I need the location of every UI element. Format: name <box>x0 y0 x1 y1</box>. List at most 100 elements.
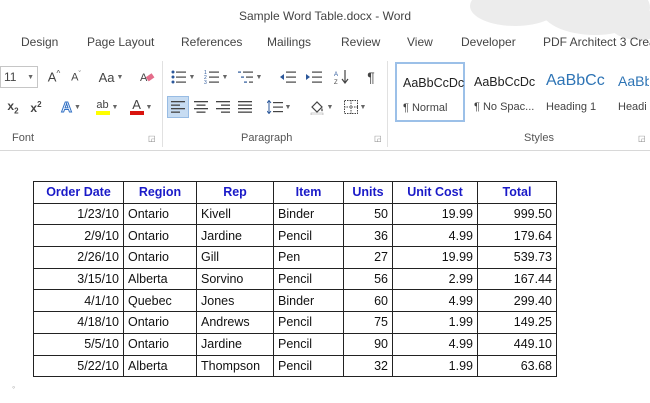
tab-design[interactable]: Design <box>21 35 59 49</box>
cell-rep[interactable]: Jardine <box>196 332 274 356</box>
superscript-button[interactable]: x2 <box>27 96 45 118</box>
cell-units[interactable]: 27 <box>343 246 393 269</box>
cell-item[interactable]: Pencil <box>273 311 344 334</box>
shading-button[interactable]: ▼ <box>306 96 336 118</box>
style-normal[interactable]: AaBbCcDc ¶ Normal <box>395 62 465 122</box>
cell-region[interactable]: Quebec <box>123 289 197 313</box>
decrease-indent-button[interactable] <box>277 66 299 88</box>
tab-developer[interactable]: Developer <box>461 35 516 49</box>
cell-order-date[interactable]: 5/5/10 <box>33 332 124 356</box>
cell-region[interactable]: Ontario <box>123 202 197 226</box>
cell-total[interactable]: 539.73 <box>477 246 557 269</box>
cell-unit-cost[interactable]: 1.99 <box>392 311 478 334</box>
cell-order-date[interactable]: 2/9/10 <box>33 224 124 248</box>
shrink-font-button[interactable]: Aˇ <box>66 66 86 88</box>
cell-units[interactable]: 60 <box>343 289 393 313</box>
cell-total[interactable]: 999.50 <box>477 202 557 226</box>
cell-total[interactable]: 149.25 <box>477 311 557 334</box>
cell-order-date[interactable]: 5/22/10 <box>33 354 124 378</box>
cell-item[interactable]: Pencil <box>273 224 344 248</box>
column-header[interactable]: Unit Cost <box>392 181 478 204</box>
show-formatting-marks-button[interactable]: ¶ <box>361 66 381 88</box>
cell-region[interactable]: Alberta <box>123 267 197 291</box>
center-button[interactable] <box>190 96 212 118</box>
cell-region[interactable]: Ontario <box>123 246 197 269</box>
cell-item[interactable]: Binder <box>273 202 344 226</box>
font-size-box[interactable]: 11 ▼ <box>0 66 38 88</box>
borders-button[interactable]: ▼ <box>340 96 370 118</box>
justify-button[interactable] <box>234 96 256 118</box>
cell-units[interactable]: 90 <box>343 332 393 356</box>
cell-item[interactable]: Pencil <box>273 267 344 291</box>
tab-view[interactable]: View <box>407 35 433 49</box>
align-left-button[interactable] <box>167 96 189 118</box>
cell-units[interactable]: 32 <box>343 354 393 378</box>
font-dialog-launcher-icon[interactable]: ◲ <box>148 134 156 143</box>
tab-page-layout[interactable]: Page Layout <box>87 35 155 49</box>
cell-total[interactable]: 167.44 <box>477 267 557 291</box>
cell-unit-cost[interactable]: 4.99 <box>392 332 478 356</box>
cell-order-date[interactable]: 3/15/10 <box>33 267 124 291</box>
numbering-button[interactable]: 1 2 3 ▼ <box>201 66 231 88</box>
cell-item[interactable]: Pen <box>273 246 344 269</box>
cell-rep[interactable]: Kivell <box>196 202 274 226</box>
cell-rep[interactable]: Jardine <box>196 224 274 248</box>
highlight-color-button[interactable]: ab ▼ <box>92 96 122 118</box>
styles-dialog-launcher-icon[interactable]: ◲ <box>638 134 646 143</box>
cell-order-date[interactable]: 2/26/10 <box>33 246 124 269</box>
cell-total[interactable]: 299.40 <box>477 289 557 313</box>
cell-rep[interactable]: Andrews <box>196 311 274 334</box>
cell-units[interactable]: 50 <box>343 202 393 226</box>
column-header[interactable]: Order Date <box>33 181 124 204</box>
paragraph-dialog-launcher-icon[interactable]: ◲ <box>374 134 382 143</box>
style-no-spacing[interactable]: AaBbCcDc ¶ No Spac... <box>467 62 537 122</box>
subscript-button[interactable]: x2 <box>4 96 22 118</box>
multilevel-list-button[interactable]: ▼ <box>235 66 265 88</box>
tab-mailings[interactable]: Mailings <box>267 35 312 49</box>
text-effects-button[interactable]: A ▼ <box>56 96 86 118</box>
cell-item[interactable]: Pencil <box>273 332 344 356</box>
cell-total[interactable]: 63.68 <box>477 354 557 378</box>
cell-region[interactable]: Alberta <box>123 354 197 378</box>
change-case-button[interactable]: Aa ▼ <box>94 66 128 88</box>
cell-unit-cost[interactable]: 4.99 <box>392 224 478 248</box>
cell-item[interactable]: Binder <box>273 289 344 313</box>
data-table[interactable]: Order Date Region Rep Item Units Unit Co… <box>33 181 557 378</box>
bullets-button[interactable]: ▼ <box>168 66 198 88</box>
column-header[interactable]: Region <box>123 181 197 204</box>
tab-review[interactable]: Review <box>341 35 381 49</box>
column-header[interactable]: Units <box>343 181 393 204</box>
cell-region[interactable]: Ontario <box>123 311 197 334</box>
cell-units[interactable]: 56 <box>343 267 393 291</box>
increase-indent-button[interactable] <box>303 66 325 88</box>
cell-rep[interactable]: Jones <box>196 289 274 313</box>
cell-unit-cost[interactable]: 1.99 <box>392 354 478 378</box>
cell-unit-cost[interactable]: 19.99 <box>392 246 478 269</box>
cell-total[interactable]: 179.64 <box>477 224 557 248</box>
cell-rep[interactable]: Thompson <box>196 354 274 378</box>
document-area[interactable]: ◦ Order Date Region Rep Item Units Unit … <box>0 152 650 403</box>
cell-region[interactable]: Ontario <box>123 224 197 248</box>
column-header[interactable]: Rep <box>196 181 274 204</box>
cell-order-date[interactable]: 1/23/10 <box>33 202 124 226</box>
cell-rep[interactable]: Sorvino <box>196 267 274 291</box>
font-color-button[interactable]: A ▼ <box>126 96 156 118</box>
cell-total[interactable]: 449.10 <box>477 332 557 356</box>
cell-unit-cost[interactable]: 4.99 <box>392 289 478 313</box>
style-heading-1[interactable]: AaBbCc Heading 1 <box>539 62 609 122</box>
sort-button[interactable]: A Z <box>331 66 353 88</box>
clear-formatting-button[interactable]: A <box>136 66 158 88</box>
cell-item[interactable]: Pencil <box>273 354 344 378</box>
line-spacing-button[interactable]: ▼ <box>263 96 295 118</box>
grow-font-button[interactable]: A^ <box>44 66 64 88</box>
tab-references[interactable]: References <box>181 35 243 49</box>
column-header[interactable]: Item <box>273 181 344 204</box>
column-header[interactable]: Total <box>477 181 557 204</box>
cell-unit-cost[interactable]: 19.99 <box>392 202 478 226</box>
tab-pdf-architect[interactable]: PDF Architect 3 Crea <box>543 35 650 49</box>
cell-unit-cost[interactable]: 2.99 <box>392 267 478 291</box>
cell-order-date[interactable]: 4/18/10 <box>33 311 124 334</box>
align-right-button[interactable] <box>212 96 234 118</box>
cell-order-date[interactable]: 4/1/10 <box>33 289 124 313</box>
cell-units[interactable]: 36 <box>343 224 393 248</box>
